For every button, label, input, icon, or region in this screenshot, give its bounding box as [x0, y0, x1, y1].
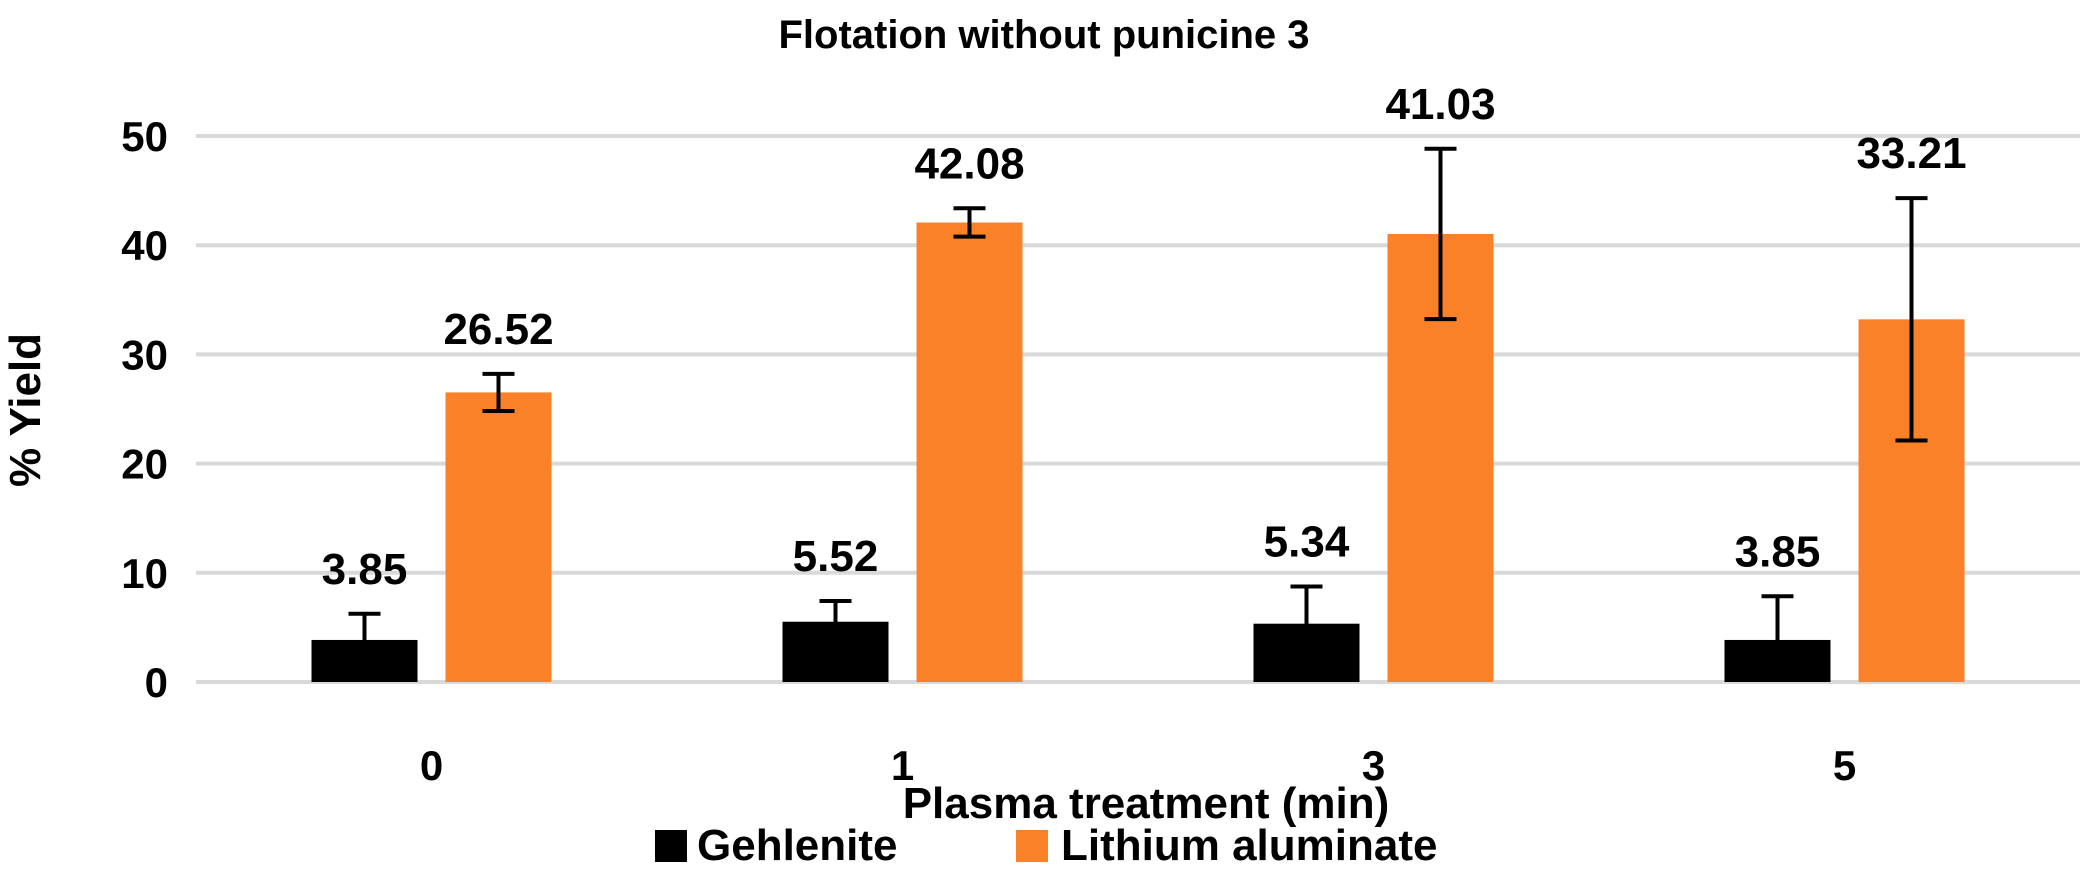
x-tick-label: 3	[1362, 742, 1385, 789]
x-tick-label: 1	[891, 742, 914, 789]
legend: Gehlenite Lithium aluminate	[655, 821, 1437, 870]
data-label: 42.08	[914, 139, 1024, 188]
legend-label: Gehlenite	[697, 821, 898, 870]
bars	[311, 146, 1965, 683]
data-label: 41.03	[1385, 80, 1495, 129]
x-axis-title: Plasma treatment (min)	[903, 779, 1390, 828]
data-label: 3.85	[322, 545, 408, 594]
y-tick-label: 10	[121, 550, 168, 597]
chart-title: Flotation without punicine 3	[778, 13, 1309, 57]
data-label: 33.21	[1856, 129, 1966, 178]
y-tick-label: 20	[121, 441, 168, 488]
legend-swatch	[1016, 830, 1048, 862]
data-label: 5.34	[1264, 518, 1350, 567]
y-tick-label: 50	[121, 113, 168, 160]
y-axis-ticks: 0 10 20 30 40 50	[121, 113, 168, 706]
data-label: 3.85	[1735, 527, 1821, 576]
legend-label: Lithium aluminate	[1061, 821, 1437, 870]
bar	[916, 222, 1023, 683]
x-tick-label: 5	[1833, 742, 1856, 789]
y-tick-label: 0	[145, 659, 168, 706]
legend-swatch	[655, 830, 687, 862]
y-axis-title: % Yield	[1, 333, 50, 487]
x-axis-ticks: 0 1 3 5	[420, 742, 1856, 789]
y-tick-label: 40	[121, 222, 168, 269]
data-label: 5.52	[793, 532, 879, 581]
x-tick-label: 0	[420, 742, 443, 789]
y-tick-label: 30	[121, 331, 168, 378]
data-label: 26.52	[443, 305, 553, 354]
bar	[445, 392, 552, 682]
data-labels: 3.85 26.52 5.52 42.08 5.34 41.03 3.85 33.21	[322, 80, 1967, 594]
